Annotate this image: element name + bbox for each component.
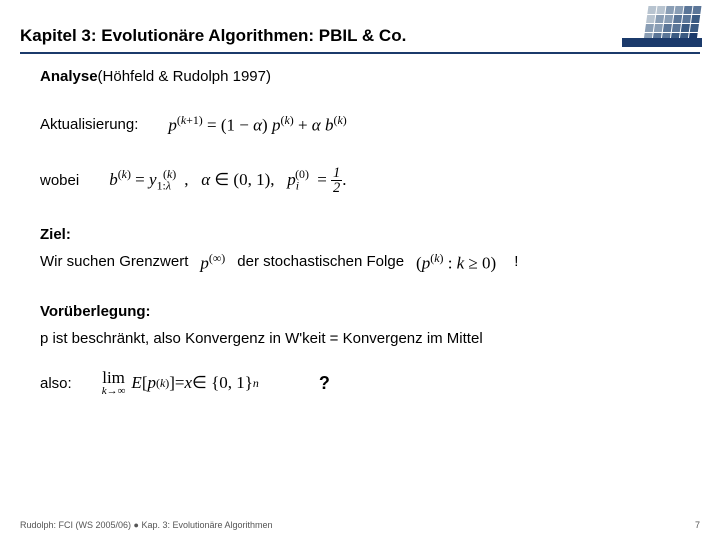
- pre-text: p ist beschränkt, also Konvergenz in W'k…: [40, 330, 483, 347]
- goal-text-a: Wir suchen Grenzwert: [40, 253, 188, 270]
- where-line: wobei b(k) = y1:λ(k), α ∈ (0, 1), pi(0) …: [40, 166, 680, 196]
- goal-bang: !: [514, 253, 518, 270]
- also-formula: lim k→∞ E[p(k)] = x ∈ {0, 1}n: [102, 369, 259, 397]
- analysis-line: Analyse (Höhfeld & Rudolph 1997): [40, 68, 680, 85]
- qmark: ?: [319, 373, 330, 394]
- page-number: 7: [695, 520, 700, 530]
- goal-label-line: Ziel:: [40, 226, 680, 243]
- pre-text-line: p ist beschränkt, also Konvergenz in W'k…: [40, 330, 680, 347]
- pre-label: Vorüberlegung:: [40, 303, 151, 320]
- goal-p-inf: p(∞): [200, 251, 225, 274]
- header: Kapitel 3: Evolutionäre Algorithmen: PBI…: [20, 20, 700, 54]
- goal-seq: (p(k) : k ≥ 0): [416, 251, 496, 274]
- analysis-label: Analyse: [40, 68, 98, 85]
- content: Analyse (Höhfeld & Rudolph 1997) Aktuali…: [40, 68, 680, 500]
- goal-line: Wir suchen Grenzwert p(∞) der stochastis…: [40, 251, 680, 274]
- footer-left: Rudolph: FCI (WS 2005/06) ● Kap. 3: Evol…: [20, 520, 273, 530]
- update-label: Aktualisierung:: [40, 116, 138, 133]
- where-label: wobei: [40, 172, 79, 189]
- also-line: also: lim k→∞ E[p(k)] = x ∈ {0, 1}n ?: [40, 369, 680, 397]
- goal-label: Ziel:: [40, 226, 71, 243]
- goal-text-b: der stochastischen Folge: [237, 253, 404, 270]
- update-formula: p(k+1) = (1 − α) p(k) + α b(k): [168, 113, 346, 136]
- page-title: Kapitel 3: Evolutionäre Algorithmen: PBI…: [20, 26, 406, 46]
- pre-label-line: Vorüberlegung:: [40, 303, 680, 320]
- where-formula: b(k) = y1:λ(k), α ∈ (0, 1), pi(0) = 12.: [109, 166, 346, 196]
- analysis-ref: (Höhfeld & Rudolph 1997): [98, 68, 271, 85]
- update-line: Aktualisierung: p(k+1) = (1 − α) p(k) + …: [40, 113, 680, 136]
- also-label: also:: [40, 375, 72, 392]
- footer: Rudolph: FCI (WS 2005/06) ● Kap. 3: Evol…: [20, 520, 700, 530]
